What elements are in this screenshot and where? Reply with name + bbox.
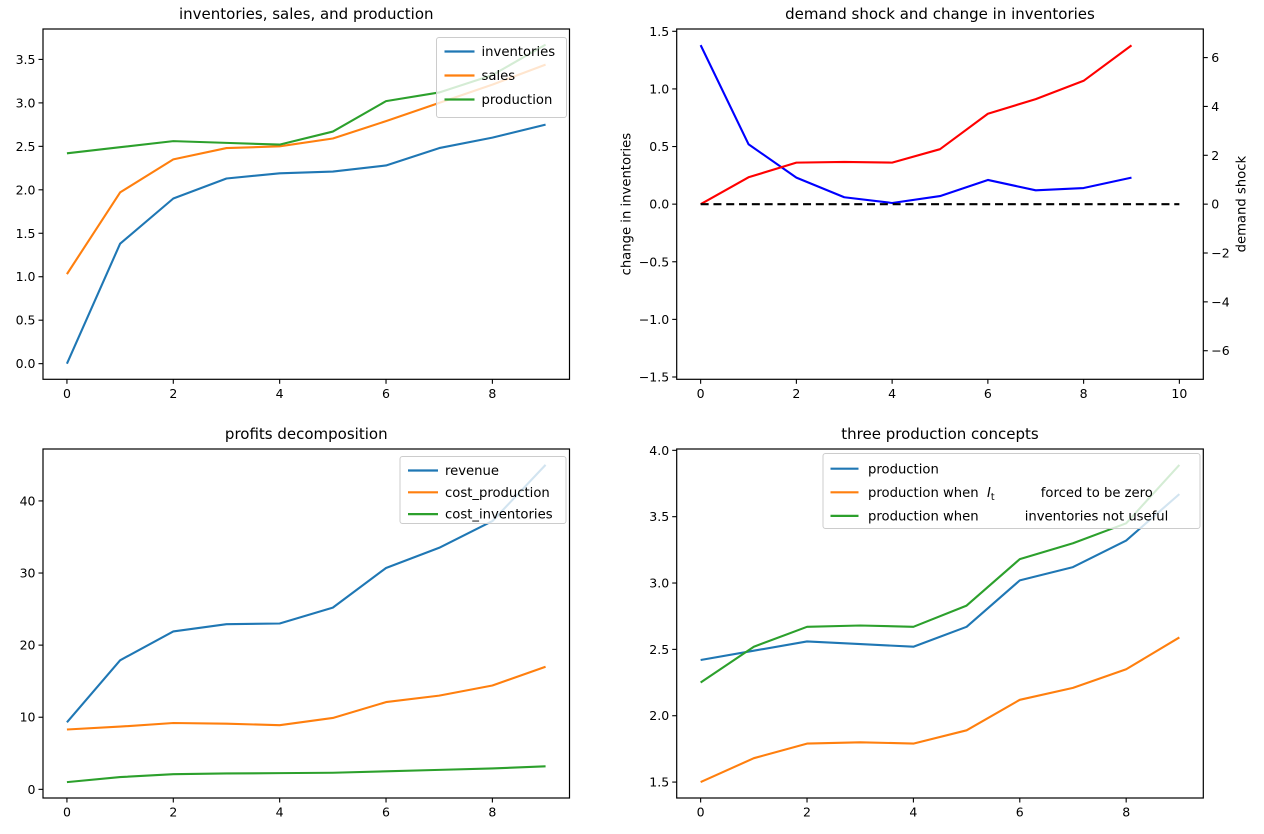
legend-item-revenue: revenue bbox=[445, 464, 499, 479]
right-y-tick-label: 4 bbox=[1211, 99, 1219, 114]
y-tick-label: −1.0 bbox=[639, 312, 669, 327]
legend-frame bbox=[399, 456, 567, 524]
subplot-profits-decomposition: 0 2 4 6 8 0 10 20 30 40 profits decomposition reven… bbox=[20, 425, 571, 820]
y-tick-label: 1.5 bbox=[16, 226, 36, 241]
plot-line-cost-inventories bbox=[66, 765, 546, 784]
legend-item-cost-inventories: cost_inventories bbox=[445, 508, 553, 523]
subplot-three-production-concepts: 0 2 4 6 8 1.5 2.0 2.5 3.0 3.5 4.0 three production … bbox=[649, 425, 1204, 820]
plot-line-demand-shock bbox=[700, 44, 1133, 206]
y-tick-label: −0.5 bbox=[639, 254, 669, 269]
x-tick-label: 0 bbox=[63, 386, 71, 401]
plot-line-inventories bbox=[65, 123, 546, 365]
x-tick-label: 2 bbox=[169, 805, 177, 820]
y-tick-label: 1.0 bbox=[16, 269, 36, 284]
y-tick-label: 1.5 bbox=[649, 775, 669, 790]
x-tick-label: 8 bbox=[488, 805, 496, 820]
y-tick-label: 2.0 bbox=[649, 708, 669, 723]
y-tick-label: 0.5 bbox=[16, 313, 36, 328]
x-tick-label: 0 bbox=[63, 805, 71, 820]
y-tick-label: 1.0 bbox=[649, 81, 669, 96]
plot-line-change-in-inventories bbox=[699, 44, 1132, 205]
x-tick-label: 6 bbox=[382, 805, 390, 820]
x-tick-label: 4 bbox=[276, 805, 284, 820]
subplot-demand-shock-and-change-in-inventories: 0 2 4 6 8 10 −1.5 −1.0 −0.5 0.0 0.5 1.0 1.5 −6 −4 −2 0 2 4… bbox=[620, 5, 1250, 401]
legend-box: production production when It​ forced to … bbox=[822, 453, 1201, 529]
legend-frame bbox=[822, 453, 1201, 529]
legend-item-production-when-it-forced-to-be-zero: production when It​ forced to be zero bbox=[868, 486, 1153, 503]
legend-item-production-when-inventories-not-useful: production when inventories not useful bbox=[868, 510, 1168, 525]
right-y-tick-label: 6 bbox=[1211, 50, 1219, 65]
axes-title: inventories, sales, and production bbox=[179, 5, 434, 23]
x-tick-label: 4 bbox=[909, 805, 917, 820]
y-tick-label: 40 bbox=[20, 493, 36, 508]
legend-item-cost-production: cost_production bbox=[445, 486, 550, 501]
legend-box: inventories sales production bbox=[436, 37, 567, 118]
y-tick-label: 1.5 bbox=[649, 24, 669, 39]
legend-item-sales: sales bbox=[482, 69, 516, 84]
legend-item-production: production bbox=[868, 462, 939, 477]
y-tick-label: 0.0 bbox=[649, 197, 669, 212]
right-y-tick-label: 0 bbox=[1211, 197, 1219, 212]
legend-item-inventories: inventories bbox=[482, 45, 556, 60]
right-y-tick-label: 2 bbox=[1211, 148, 1219, 163]
subplot-inventories-sales-production: 0 2 4 6 8 0.0 0.5 1.0 1.5 2.0 2.5 3.0 3.5 inventories… bbox=[16, 5, 571, 401]
x-tick-label: 10 bbox=[1171, 386, 1187, 401]
plot-line-production bbox=[700, 493, 1181, 662]
right-y-axis-label: demand shock bbox=[1234, 156, 1249, 253]
legend-item-production: production bbox=[482, 93, 553, 108]
y-tick-label: 3.5 bbox=[649, 509, 669, 524]
axes-title: profits decomposition bbox=[225, 425, 388, 443]
left-y-axis-label: change in inventories bbox=[620, 133, 635, 276]
plot-line-production-when-it-forced-to-be-zero bbox=[700, 636, 1180, 784]
x-tick-label: 8 bbox=[1080, 386, 1088, 401]
x-tick-label: 6 bbox=[984, 386, 992, 401]
y-tick-label: 3.5 bbox=[16, 52, 36, 67]
x-tick-label: 6 bbox=[1016, 805, 1024, 820]
y-tick-label: 0.0 bbox=[16, 356, 36, 371]
x-tick-label: 8 bbox=[1122, 805, 1130, 820]
axes-title: three production concepts bbox=[841, 425, 1039, 443]
legend-frame bbox=[436, 37, 567, 118]
y-tick-label: 3.0 bbox=[16, 95, 36, 110]
y-tick-label: 30 bbox=[20, 566, 36, 581]
y-tick-label: −1.5 bbox=[639, 369, 669, 384]
right-y-tick-label: −4 bbox=[1211, 294, 1229, 309]
right-y-tick-label: −6 bbox=[1211, 343, 1229, 358]
axes-frame bbox=[676, 448, 1204, 799]
y-tick-label: 3.0 bbox=[649, 576, 669, 591]
y-tick-label: 2.5 bbox=[16, 139, 36, 154]
y-tick-label: 0.5 bbox=[649, 139, 669, 154]
y-tick-label: 20 bbox=[20, 638, 36, 653]
x-tick-label: 2 bbox=[169, 386, 177, 401]
y-tick-label: 10 bbox=[20, 710, 36, 725]
x-tick-label: 4 bbox=[888, 386, 896, 401]
x-tick-label: 8 bbox=[488, 386, 496, 401]
y-tick-label: 4.0 bbox=[649, 443, 669, 458]
axes-frame bbox=[42, 448, 571, 799]
x-tick-label: 2 bbox=[803, 805, 811, 820]
x-tick-label: 0 bbox=[697, 805, 705, 820]
x-tick-label: 4 bbox=[276, 386, 284, 401]
plot-line-production-when-inventories-not-useful bbox=[700, 464, 1181, 684]
plot-line-cost-production bbox=[66, 665, 546, 731]
axes-frame bbox=[42, 28, 571, 380]
right-y-tick-label: −2 bbox=[1211, 246, 1229, 261]
y-tick-label: 2.5 bbox=[649, 642, 669, 657]
y-tick-label: 2.0 bbox=[16, 182, 36, 197]
plot-line-revenue bbox=[66, 464, 547, 723]
legend-box: revenue cost_production cost_inventories bbox=[399, 456, 567, 524]
y-tick-label: 0 bbox=[28, 782, 36, 797]
x-tick-label: 2 bbox=[792, 386, 800, 401]
x-tick-label: 6 bbox=[382, 386, 390, 401]
x-tick-label: 0 bbox=[697, 386, 705, 401]
axes-title: demand shock and change in inventories bbox=[785, 5, 1095, 23]
